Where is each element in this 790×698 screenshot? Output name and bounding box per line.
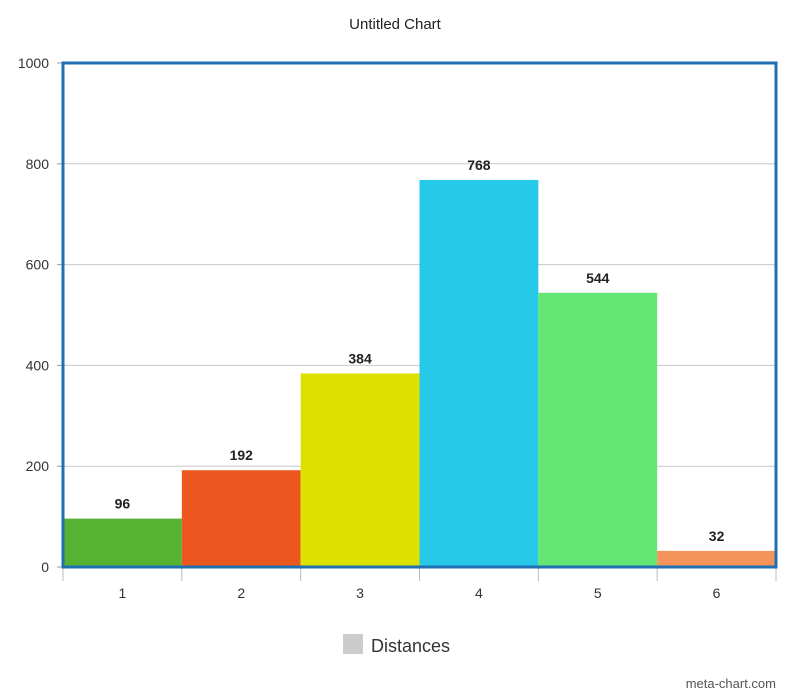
y-tick-label: 0	[41, 559, 49, 575]
y-tick-label: 400	[26, 357, 50, 373]
bar[interactable]	[538, 292, 658, 567]
data-label: 192	[230, 447, 254, 463]
x-tick-label: 5	[594, 585, 602, 601]
y-tick-label: 1000	[18, 55, 49, 71]
data-label: 544	[586, 270, 610, 286]
x-tick-label: 3	[356, 585, 364, 601]
bar[interactable]	[181, 470, 301, 567]
x-tick-label: 1	[119, 585, 127, 601]
chart-title: Untitled Chart	[349, 16, 442, 33]
bar[interactable]	[419, 179, 539, 568]
legend[interactable]: Distances	[343, 634, 450, 656]
y-tick-label: 800	[26, 156, 50, 172]
axis-layer: 0 200 400 600 800 1000 1 2 3 4 5 6	[18, 55, 778, 601]
value-labels-layer: 96 192 384 768 544 32	[115, 157, 725, 544]
legend-label: Distances	[371, 636, 450, 656]
bar[interactable]	[300, 373, 420, 567]
data-label: 32	[709, 528, 725, 544]
data-label: 768	[467, 157, 491, 173]
x-tick-label: 6	[713, 585, 721, 601]
bar[interactable]	[63, 518, 182, 567]
y-tick-label: 200	[26, 458, 50, 474]
data-label: 384	[348, 350, 372, 366]
x-tick-label: 4	[475, 585, 483, 601]
data-label: 96	[115, 496, 131, 512]
legend-swatch	[343, 634, 363, 654]
watermark: meta-chart.com	[686, 676, 776, 691]
bars-layer	[63, 179, 776, 568]
y-tick-label: 600	[26, 257, 50, 273]
x-tick-label: 2	[237, 585, 245, 601]
bar[interactable]	[657, 550, 776, 567]
plot-frame	[61, 61, 778, 569]
